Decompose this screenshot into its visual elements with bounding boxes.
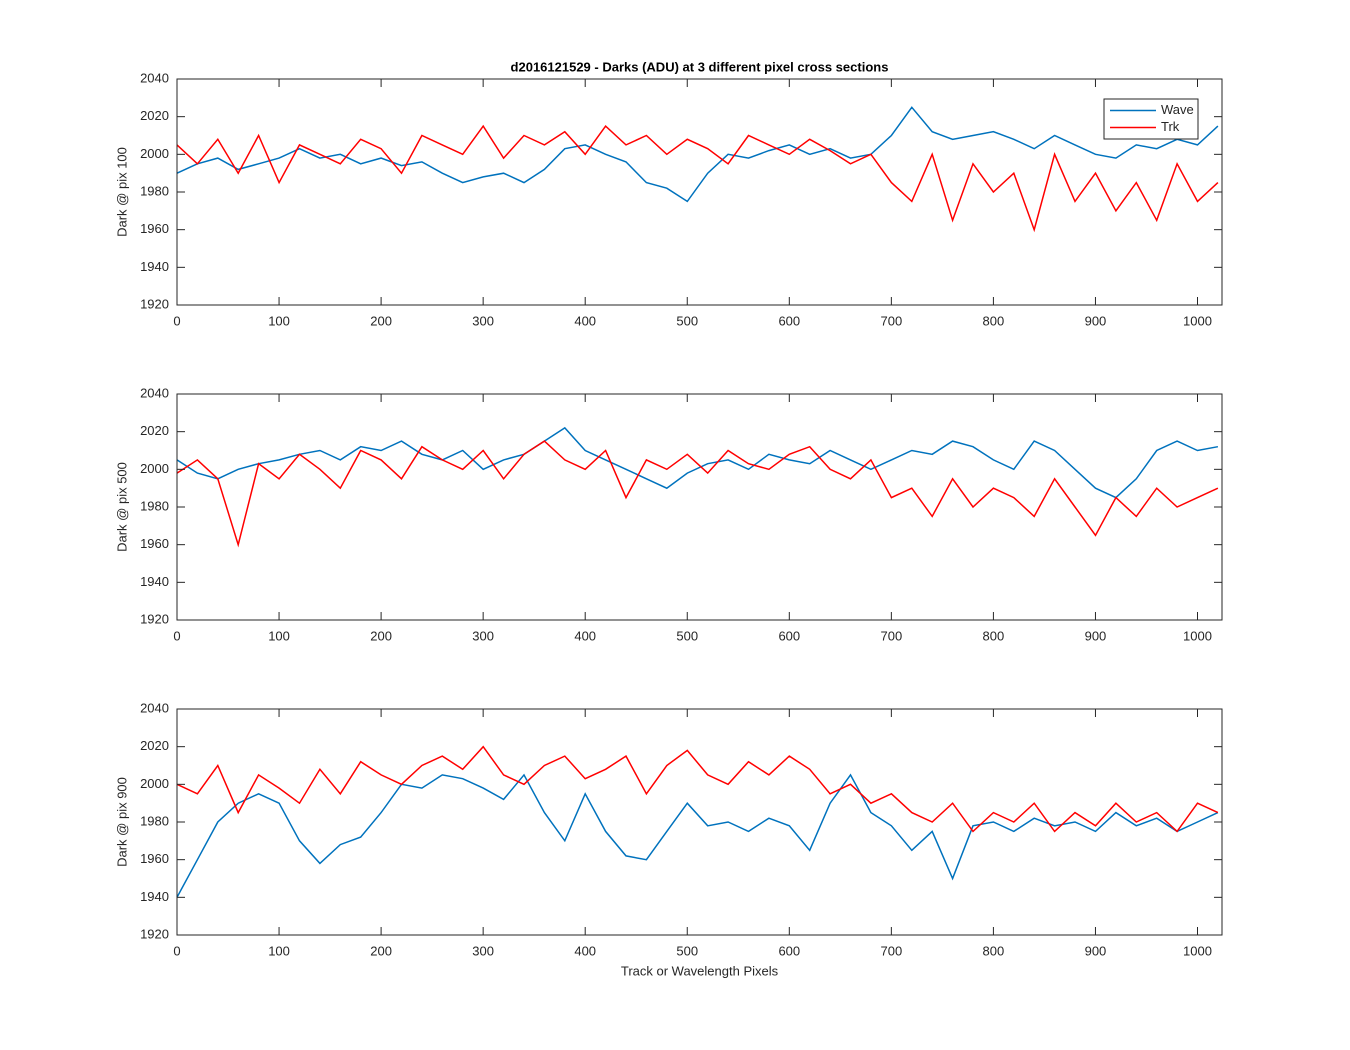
- y-tick-label: 2040: [140, 70, 169, 85]
- x-tick-label: 400: [574, 628, 596, 643]
- y-tick-label: 2000: [140, 146, 169, 161]
- y-tick-label: 2040: [140, 385, 169, 400]
- x-tick-label: 400: [574, 943, 596, 958]
- x-tick-label: 500: [676, 313, 698, 328]
- x-tick-label: 700: [881, 943, 903, 958]
- legend: Wave Trk: [1103, 98, 1199, 140]
- series-line: [176, 773, 1219, 898]
- legend-box: [1103, 98, 1199, 140]
- series-line: [176, 426, 1219, 499]
- y-tick-label: 1940: [140, 259, 169, 274]
- y-axis-label: Dark @ pix 900: [114, 777, 129, 867]
- x-tick-label: 200: [370, 313, 392, 328]
- series-line: [176, 124, 1219, 233]
- y-tick-label: 1920: [140, 926, 169, 941]
- x-tick-label: 0: [173, 628, 180, 643]
- x-tick-label: 1000: [1183, 628, 1212, 643]
- x-tick-label: 1000: [1183, 313, 1212, 328]
- x-tick-label: 100: [268, 943, 290, 958]
- x-tick-label: 700: [881, 313, 903, 328]
- x-tick-label: 1000: [1183, 943, 1212, 958]
- y-axis-label: Dark @ pix 500: [114, 462, 129, 552]
- x-tick-label: 900: [1085, 313, 1107, 328]
- x-tick-label: 100: [268, 628, 290, 643]
- y-tick-label: 2020: [140, 738, 169, 753]
- y-tick-label: 1980: [140, 498, 169, 513]
- legend-label: Wave: [1161, 102, 1194, 117]
- x-tick-label: 800: [983, 628, 1005, 643]
- x-tick-label: 500: [676, 943, 698, 958]
- x-tick-label: 300: [472, 313, 494, 328]
- plot-area: [177, 394, 1222, 620]
- x-tick-label: 600: [778, 943, 800, 958]
- x-tick-label: 800: [983, 313, 1005, 328]
- y-tick-label: 1920: [140, 611, 169, 626]
- y-tick-label: 1980: [140, 813, 169, 828]
- y-tick-label: 1980: [140, 183, 169, 198]
- x-tick-label: 500: [676, 628, 698, 643]
- y-tick-label: 2020: [140, 423, 169, 438]
- x-tick-label: 300: [472, 628, 494, 643]
- x-tick-label: 0: [173, 943, 180, 958]
- y-tick-label: 1960: [140, 536, 169, 551]
- y-tick-label: 1940: [140, 889, 169, 904]
- x-axis-label: Track or Wavelength Pixels: [621, 963, 779, 978]
- x-tick-label: 900: [1085, 628, 1107, 643]
- series-line: [176, 440, 1219, 548]
- x-tick-label: 400: [574, 313, 596, 328]
- y-tick-label: 1920: [140, 296, 169, 311]
- x-tick-label: 600: [778, 313, 800, 328]
- y-tick-label: 2040: [140, 700, 169, 715]
- x-tick-label: 900: [1085, 943, 1107, 958]
- y-tick-label: 1960: [140, 221, 169, 236]
- y-tick-label: 1940: [140, 574, 169, 589]
- x-tick-label: 200: [370, 628, 392, 643]
- x-tick-label: 200: [370, 943, 392, 958]
- chart-title: d2016121529 - Darks (ADU) at 3 different…: [511, 59, 889, 74]
- series-line: [176, 745, 1219, 833]
- x-tick-label: 100: [268, 313, 290, 328]
- x-tick-label: 300: [472, 943, 494, 958]
- x-tick-label: 600: [778, 628, 800, 643]
- series-line: [176, 106, 1219, 203]
- y-axis-label: Dark @ pix 100: [114, 147, 129, 237]
- y-tick-label: 2000: [140, 461, 169, 476]
- y-tick-label: 2000: [140, 776, 169, 791]
- x-tick-label: 0: [173, 313, 180, 328]
- plot-area: [177, 79, 1222, 305]
- x-tick-label: 700: [881, 628, 903, 643]
- y-tick-label: 1960: [140, 851, 169, 866]
- legend-label: Trk: [1161, 119, 1180, 134]
- y-tick-label: 2020: [140, 108, 169, 123]
- x-tick-label: 800: [983, 943, 1005, 958]
